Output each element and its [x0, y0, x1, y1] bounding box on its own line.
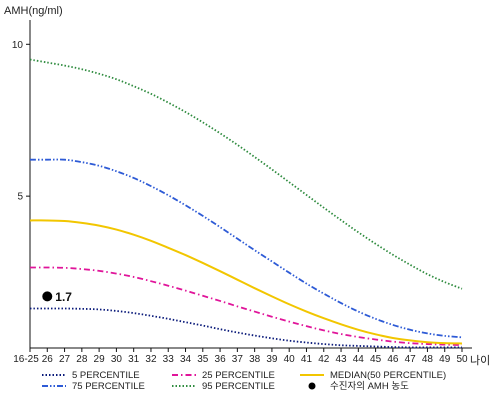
legend-label-0: 5 PERCENTILE	[72, 370, 140, 381]
series-line-2	[29, 219, 463, 345]
x-tick-label: 27	[59, 354, 71, 365]
x-tick-label: 26	[42, 354, 54, 365]
legend-label-1: 25 PERCENTILE	[202, 370, 275, 381]
legend-marker-label: 수진자의 AMH 농도	[330, 381, 409, 392]
patient-amh-marker	[42, 291, 53, 302]
series-line-3	[30, 158, 463, 339]
legend-label-3: 75 PERCENTILE	[72, 381, 145, 392]
x-tick-label: 39	[266, 354, 278, 365]
plot-area: 5 10 16-25 26 27 28 29 30 31 32 33 34 35 36 37 38 39 40 41…	[12, 20, 472, 365]
x-tick-label: 33	[163, 354, 175, 365]
x-tick-label: 44	[353, 354, 365, 365]
x-tick-label: 38	[249, 354, 261, 365]
patient-amh-value: 1.7	[55, 290, 72, 304]
y-tick-label: 5	[17, 192, 23, 203]
x-tick-label: 43	[335, 354, 347, 365]
x-tick-label: 35	[197, 354, 209, 365]
x-tick-label: 40	[284, 354, 296, 365]
x-tick-label: 37	[232, 354, 244, 365]
x-tick-label: 32	[145, 354, 157, 365]
legend-label-4: 95 PERCENTILE	[202, 381, 275, 392]
x-tick-label: 36	[215, 354, 227, 365]
x-tick-label: 45	[370, 354, 382, 365]
series-line-0	[29, 307, 462, 349]
x-tick-label: 46	[387, 354, 399, 365]
x-tick-label: 16-25	[13, 354, 39, 365]
x-tick-label: 41	[301, 354, 313, 365]
y-axis-title: AMH(ng/ml)	[4, 5, 63, 17]
legend-label-2: MEDIAN(50 PERCENTILE)	[330, 370, 446, 381]
x-tick-label: 50	[456, 354, 468, 365]
x-tick-label: 29	[94, 354, 106, 365]
x-tick-label: 28	[76, 354, 88, 365]
x-tick-label: 34	[180, 354, 192, 365]
x-tick-label: 48	[422, 354, 434, 365]
y-tick-label: 10	[12, 40, 24, 51]
x-axis-title: 나이	[470, 354, 490, 367]
series-line-4	[29, 58, 463, 290]
legend-marker-dot	[308, 382, 316, 390]
series-line-1	[29, 266, 463, 346]
x-tick-label: 30	[111, 354, 123, 365]
x-tick-label: 47	[405, 354, 417, 365]
x-tick-label: 49	[439, 354, 451, 365]
x-tick-label: 42	[318, 354, 330, 365]
legend: 5 PERCENTILE 25 PERCENTILE MEDIAN(50 PERCE…	[42, 370, 446, 392]
x-tick-label: 31	[128, 354, 140, 365]
